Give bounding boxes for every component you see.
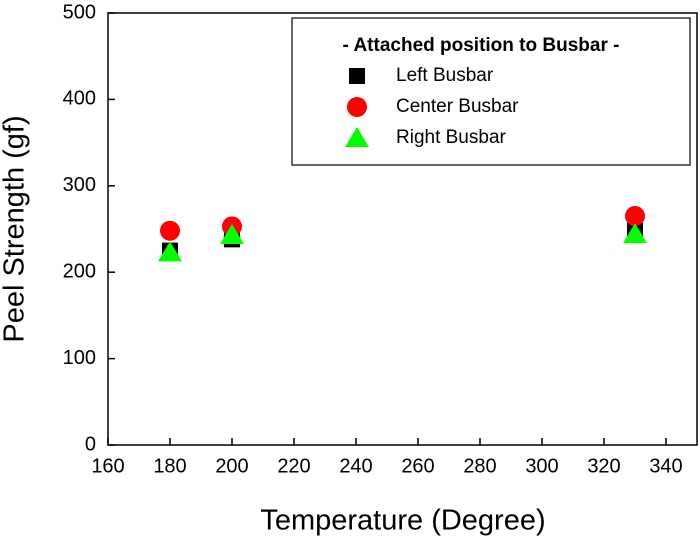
x-tick-label: 340 — [649, 455, 682, 477]
x-tick-label: 160 — [91, 455, 124, 477]
x-tick-label: 200 — [215, 455, 248, 477]
legend-marker — [345, 127, 369, 147]
legend-title: - Attached position to Busbar - — [343, 35, 620, 56]
data-point — [625, 206, 645, 227]
legend-marker — [347, 97, 367, 117]
x-tick-label: 220 — [277, 455, 310, 477]
legend-label: Center Busbar — [396, 96, 519, 117]
y-tick-label: 200 — [63, 260, 96, 282]
x-tick-label: 260 — [401, 455, 434, 477]
legend-label: Right Busbar — [396, 127, 507, 148]
plot-frame — [107, 12, 698, 446]
y-tick-label: 300 — [63, 174, 96, 196]
legend-label: Left Busbar — [396, 65, 494, 86]
data-point — [160, 220, 180, 241]
x-tick-label: 320 — [587, 455, 620, 477]
data-point — [623, 223, 647, 244]
x-tick-label: 280 — [463, 455, 496, 477]
y-axis-label: Peel Strength (gf) — [0, 115, 31, 342]
x-axis-label: Temperature (Degree) — [260, 505, 545, 537]
y-tick-label: 0 — [85, 433, 96, 455]
x-tick-label: 180 — [153, 455, 186, 477]
data-point — [158, 241, 182, 262]
legend-marker — [349, 68, 365, 84]
y-tick-label: 500 — [63, 1, 96, 23]
x-tick-label: 240 — [339, 455, 372, 477]
data-point — [220, 224, 244, 245]
y-tick-label: 400 — [63, 88, 96, 110]
y-tick-label: 100 — [63, 347, 96, 369]
x-tick-label: 300 — [525, 455, 558, 477]
